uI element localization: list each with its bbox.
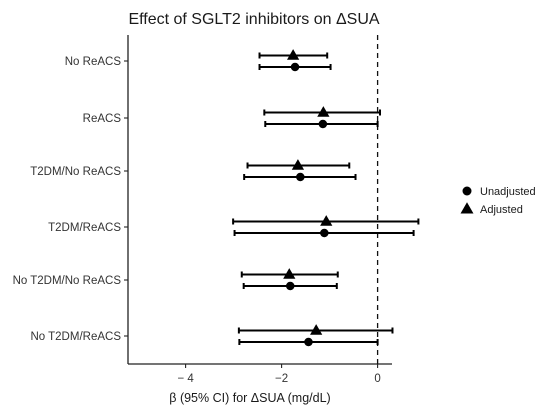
triangle-point-marker [283,268,296,279]
circle-point-marker [290,62,300,72]
x-tick-label: −2 [275,373,288,385]
category-label: ReACS [83,113,122,125]
chart-title: Effect of SGLT2 inhibitors on ΔSUA [128,11,379,28]
triangle-point-marker [320,215,333,226]
triangle-point-marker [287,49,300,60]
x-tick-label: 0 [374,373,380,385]
series-layer [232,49,420,347]
legend-triangle-icon [460,202,474,214]
series-unadjusted [233,62,415,347]
category-label: No T2DM/No ReACS [13,275,122,287]
category-label: T2DM/ReACS [48,222,121,234]
circle-point-marker [304,337,313,347]
category-label: No ReACS [65,56,122,68]
legend-label: Adjusted [480,204,523,216]
category-labels: No ReACS ReACS T2DM/No ReACS T2DM/ReACS No T… [13,56,128,343]
legend: Unadjusted Adjusted [460,186,536,216]
legend-circle-icon [462,186,472,196]
category-label: T2DM/No ReACS [30,166,121,178]
triangle-point-marker [291,159,305,170]
circle-point-marker [296,172,305,182]
x-tick-label: − 4 [177,373,194,385]
legend-label: Unadjusted [480,186,536,198]
circle-point-marker [320,228,329,238]
triangle-point-marker [310,324,323,335]
plot-area: No ReACS ReACS T2DM/No ReACS T2DM/ReACS No T… [13,35,420,385]
x-axis-label: β (95% CI) for ΔSUA (mg/dL) [169,391,330,405]
x-axis-ticks: − 4 −2 0 [177,364,381,385]
triangle-point-marker [317,106,330,117]
circle-point-marker [285,281,295,291]
circle-point-marker [318,119,328,129]
series-adjusted [232,49,420,335]
category-label: No T2DM/ReACS [30,331,121,343]
